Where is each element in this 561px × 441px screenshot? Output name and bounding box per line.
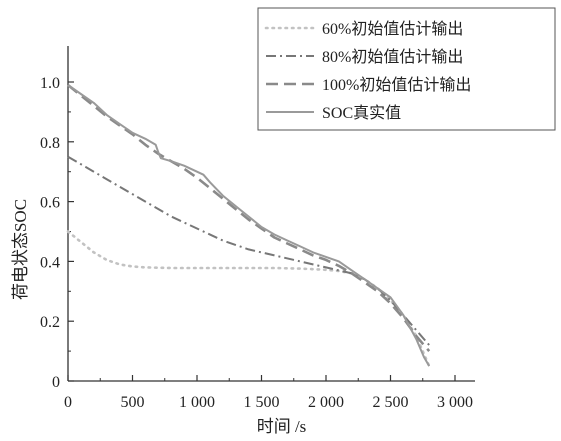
legend-label-2: 80%初始值估计输出: [322, 48, 463, 66]
x-tick-label: 1 000: [179, 394, 215, 411]
y-tick-label: 0.6: [40, 195, 60, 212]
y-tick-label: 1.0: [40, 75, 60, 92]
legend-label-3: 100%初始值估计输出: [322, 76, 471, 94]
series-line-3: [67, 83, 431, 352]
y-tick-label: 0.4: [40, 254, 60, 271]
x-axis-title: 时间 /s: [257, 417, 307, 436]
y-axis-title: 荷电状态SOC: [11, 199, 30, 300]
legend-label-4: SOC真实值: [322, 104, 401, 122]
x-tick-label: 500: [121, 394, 145, 411]
x-tick-label: 1 500: [244, 394, 280, 411]
y-tick-label: 0.8: [40, 135, 60, 152]
legend: 60%初始值估计输出 80%初始值估计输出 100%初始值估计输出 SOC真实值: [257, 7, 556, 131]
series-line-4: [67, 84, 431, 367]
legend-label-1: 60%初始值估计输出: [322, 20, 463, 38]
axes: 0 500 1 000 1 500 2 000 2 500 3 000 0 0.2 0.4 0.6 0…: [40, 46, 475, 411]
x-tick-label: 2 500: [373, 394, 409, 411]
x-tick-label: 3 000: [437, 394, 473, 411]
series-line-2: [67, 155, 430, 346]
series-line-1: [66, 230, 431, 368]
y-tick-label: 0: [52, 374, 60, 391]
x-tick-label: 2 000: [308, 394, 344, 411]
series-layer: [66, 83, 431, 368]
y-tick-label: 0.2: [40, 314, 60, 331]
x-tick-label: 0: [64, 394, 72, 411]
